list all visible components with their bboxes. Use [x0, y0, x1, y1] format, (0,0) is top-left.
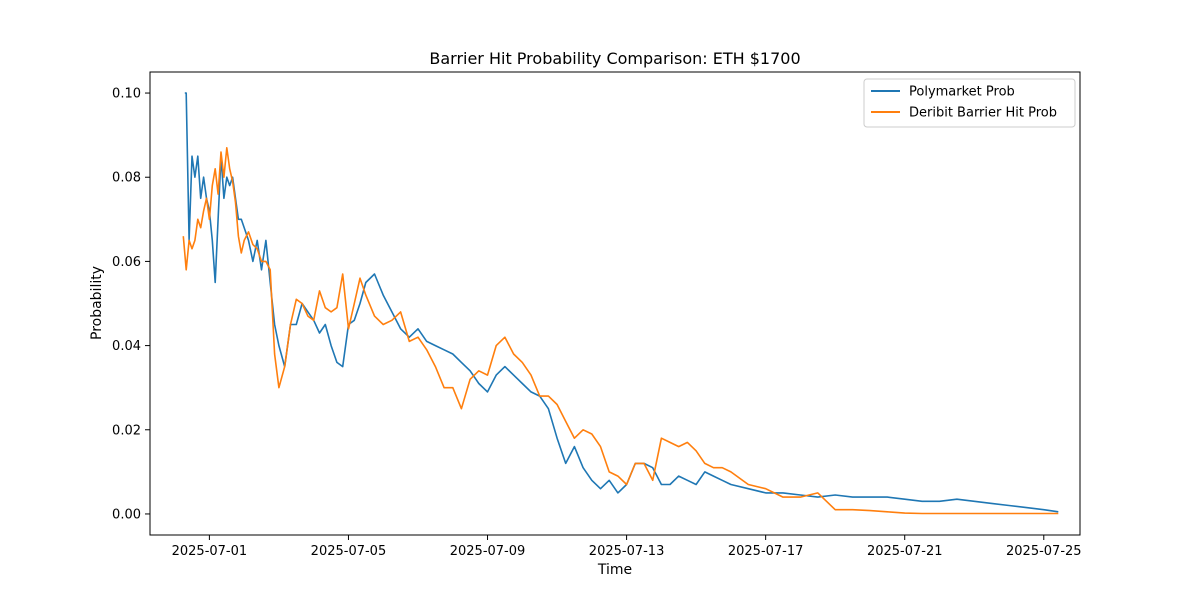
x-tick-label: 2025-07-01 — [172, 544, 248, 559]
y-tick-label: 0.06 — [112, 255, 141, 270]
plot-area — [149, 71, 1081, 536]
plot-background — [150, 72, 1080, 535]
x-axis-label: Time — [597, 562, 632, 578]
y-tick-label: 0.00 — [112, 507, 141, 522]
x-tick-label: 2025-07-25 — [1006, 544, 1082, 559]
y-tick-label: 0.08 — [112, 171, 141, 186]
x-axis-ticks: 2025-07-01 2025-07-05 2025-07-09 2025-07-13… — [172, 535, 1082, 559]
x-tick-label: 2025-07-17 — [728, 544, 804, 559]
x-tick-label: 2025-07-09 — [450, 544, 526, 559]
x-tick-label: 2025-07-05 — [311, 544, 387, 559]
chart-title: Barrier Hit Probability Comparison: ETH … — [429, 49, 800, 68]
legend-box — [863, 78, 1076, 128]
y-tick-label: 0.04 — [112, 339, 141, 354]
y-axis-ticks: 0.00 0.02 0.04 0.06 0.08 0.10 — [112, 87, 150, 522]
y-tick-label: 0.02 — [112, 423, 141, 438]
x-tick-label: 2025-07-21 — [867, 544, 943, 559]
legend-label: Deribit Barrier Hit Prob — [909, 106, 1057, 121]
x-tick-label: 2025-07-13 — [589, 544, 665, 559]
y-tick-label: 0.10 — [112, 87, 141, 102]
axes-frame — [149, 71, 1081, 536]
y-axis-label: Probability — [89, 266, 105, 340]
legend: Polymarket Prob Deribit Barrier Hit Prob — [863, 78, 1076, 128]
series-lines — [182, 92, 1059, 515]
series-line-1 — [182, 147, 1059, 515]
legend-label: Polymarket Prob — [909, 85, 1015, 100]
